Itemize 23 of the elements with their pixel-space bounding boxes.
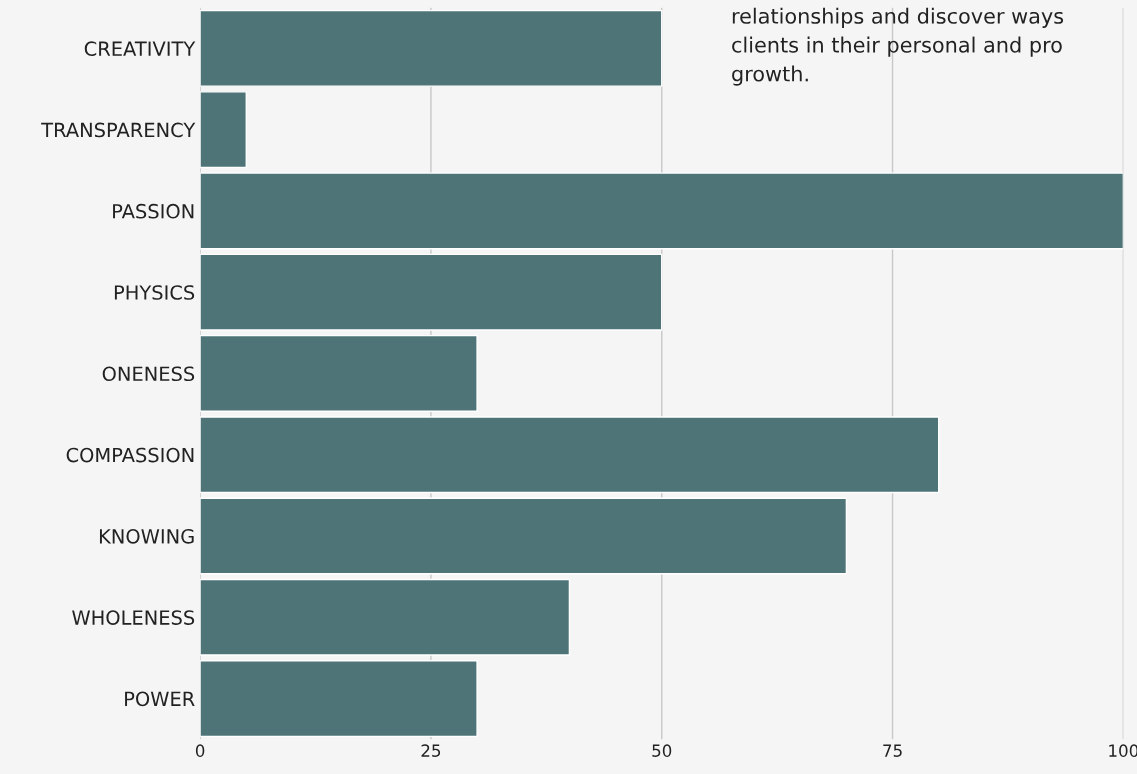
bar [200, 578, 571, 656]
x-tick-label: 50 [652, 744, 672, 757]
y-tick-label: TRANSPARENCY [41, 122, 196, 138]
y-tick-label: COMPASSION [66, 447, 194, 463]
y-tick-label: PASSION [113, 203, 194, 219]
y-tick-label: CREATIVITY [84, 41, 196, 57]
y-tick-label: PHYSICS [114, 285, 195, 300]
x-tick-label: 75 [883, 744, 902, 757]
y-tick-label: POWER [125, 691, 195, 707]
y-tick-label: WHOLENESS [72, 610, 195, 625]
bar [200, 91, 247, 169]
annotation: relationships and discover ways clients in their personal and pro growth. [732, 7, 1064, 86]
y-tick-label: KNOWING [99, 528, 194, 544]
bar [200, 334, 478, 412]
x-tick-label: 0 [195, 744, 205, 757]
x-tick-label: 25 [421, 744, 441, 757]
bar [200, 9, 663, 87]
bar [200, 660, 478, 738]
bar [200, 497, 848, 575]
bar [200, 416, 940, 494]
y-tick-label: ONENESS [102, 366, 195, 382]
bar [200, 253, 663, 331]
bar [200, 172, 1124, 250]
